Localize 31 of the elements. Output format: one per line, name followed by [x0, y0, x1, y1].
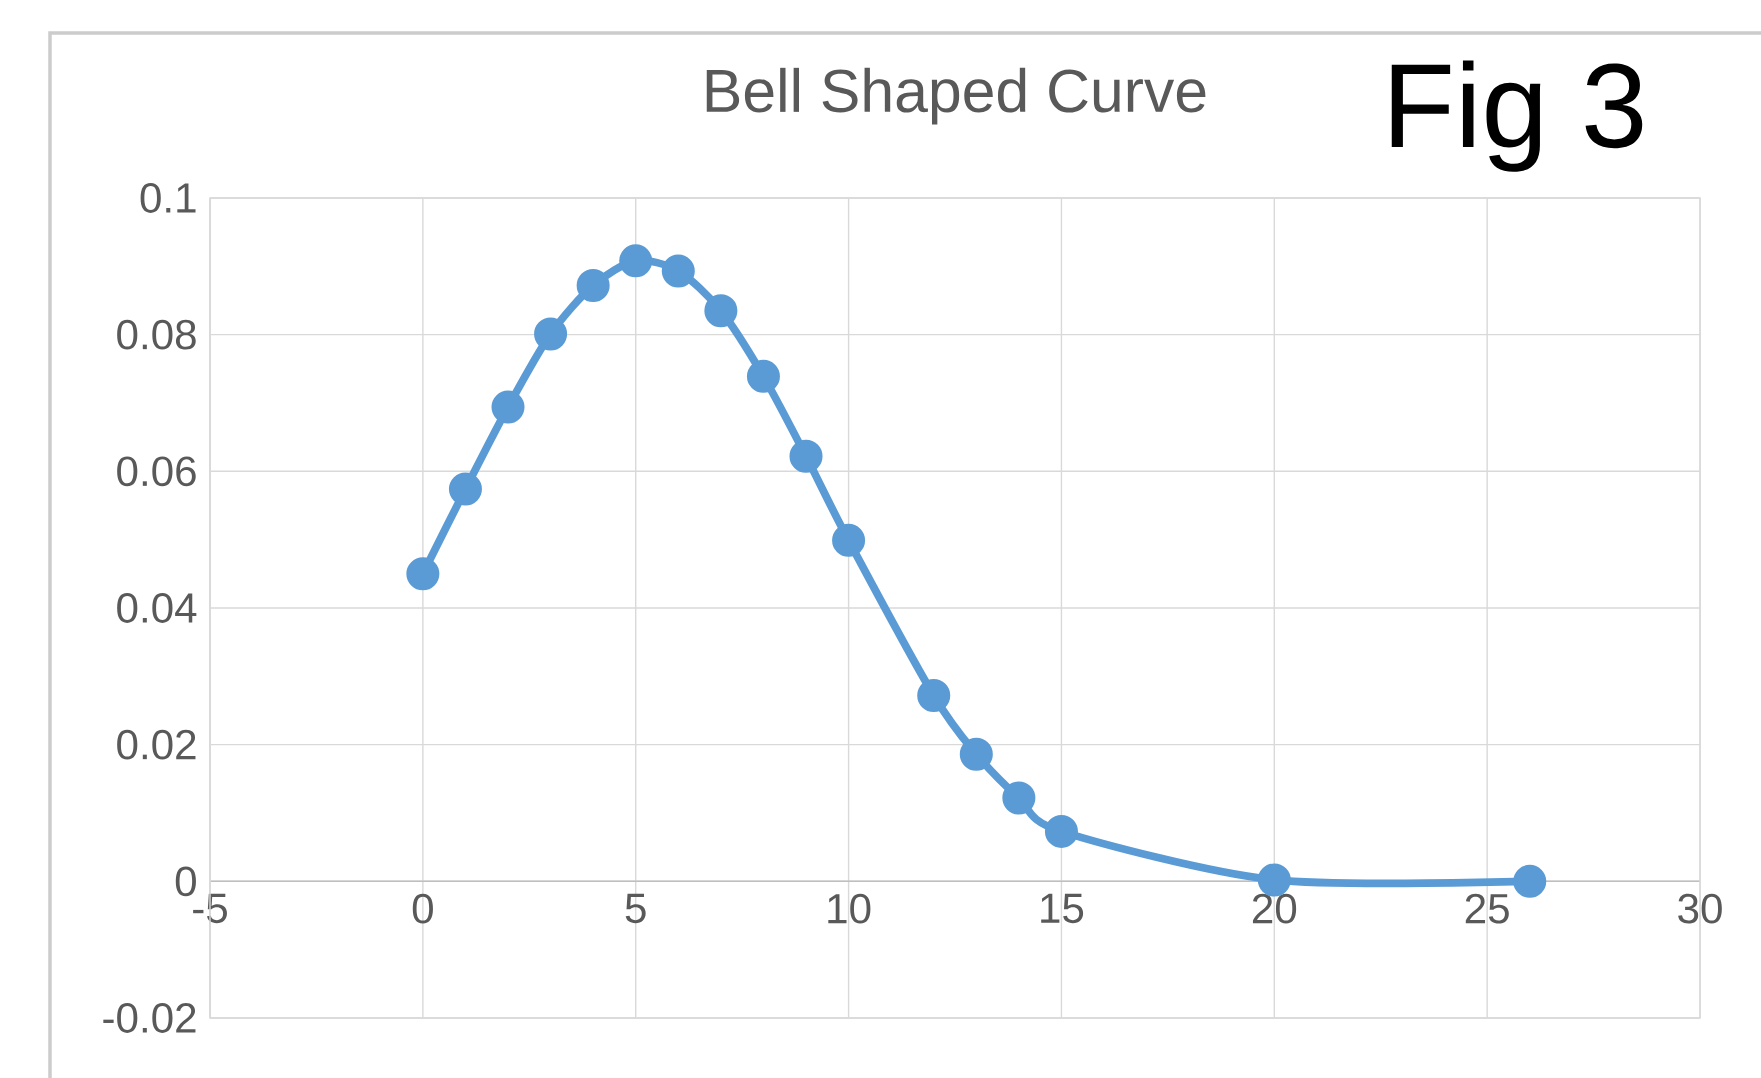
point — [832, 523, 866, 557]
chart-title: Bell Shaped Curve — [706, 67, 1206, 125]
point — [448, 472, 482, 506]
point — [661, 254, 695, 288]
point — [959, 737, 993, 771]
point — [534, 317, 568, 351]
point — [406, 557, 440, 591]
x-tick-label: 0 — [412, 893, 433, 924]
point — [1044, 814, 1078, 848]
point — [619, 244, 653, 278]
y-tick-label: -0.02 — [103, 1003, 196, 1033]
x-tick-label: 15 — [1041, 893, 1084, 924]
point — [704, 294, 738, 328]
x-tick-label: 5 — [625, 893, 646, 924]
point — [917, 678, 951, 712]
point — [1002, 781, 1036, 815]
point — [1513, 864, 1547, 898]
x-tick-label: 20 — [1252, 893, 1297, 924]
y-tick-label: 0.02 — [117, 729, 196, 760]
x-tick-label: 10 — [828, 893, 871, 924]
y-tick-label: 0.06 — [117, 456, 196, 487]
x-tick-label: 30 — [1678, 893, 1722, 924]
caption: Fig 3 — [1391, 60, 1643, 172]
y-tick-label: 0.1 — [140, 183, 196, 213]
point — [576, 268, 610, 302]
point — [746, 359, 780, 393]
x-tick-label: 25 — [1465, 893, 1509, 924]
y-tick-label: 0.08 — [117, 319, 196, 350]
point — [789, 439, 823, 473]
y-tick-label: 0.04 — [117, 593, 197, 623]
point — [491, 390, 525, 424]
